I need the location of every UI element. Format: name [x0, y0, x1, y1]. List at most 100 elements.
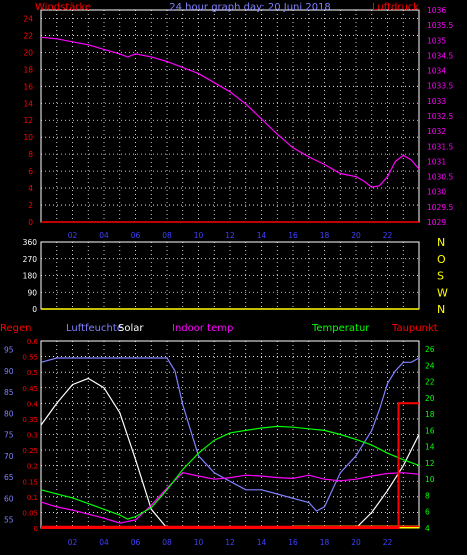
x-tick-label: 20	[351, 538, 361, 547]
humidity-tick-label: 90	[4, 367, 14, 376]
x-tick-label: 12	[225, 231, 235, 240]
pressure-tick-label: 1035.5	[427, 21, 453, 30]
pressure-tick-label: 1031	[427, 157, 446, 166]
pressure-tick-label: 1029	[427, 218, 446, 227]
pressure-tick-label: 1032.5	[427, 112, 453, 121]
pressure-tick-label: 1029.5	[427, 203, 453, 212]
legend-entry: Regen	[0, 323, 32, 334]
x-tick-label: 10	[194, 231, 204, 240]
x-tick-label: 04	[99, 231, 109, 240]
x-tick-label: 18	[320, 538, 330, 547]
x-tick-label: 14	[257, 538, 267, 547]
compass-label: N	[437, 236, 445, 249]
wind-tick-label: 22	[23, 31, 33, 40]
rain-tick-label: 0.55	[22, 354, 38, 362]
temp-tick-label: 8	[425, 491, 430, 500]
direction-tick-label: 270	[23, 255, 38, 264]
x-tick-label: 22	[383, 231, 393, 240]
temp-tick-label: 24	[425, 361, 435, 370]
pressure-tick-label: 1036	[427, 6, 446, 15]
humidity-tick-label: 80	[4, 409, 14, 418]
direction-tick-labels: 0 90 180 270 360	[23, 238, 38, 314]
compass-label: W	[437, 286, 448, 299]
temp-tick-label: 22	[425, 378, 435, 387]
rain-tick-label: 0.1	[27, 494, 38, 502]
rain-tick-label: 0.25	[22, 447, 38, 455]
humidity-series-line	[40, 357, 420, 512]
pressure-series-line	[40, 36, 420, 188]
pressure-tick-label: 1034.5	[427, 51, 453, 60]
rain-tick-label: 0.05	[22, 509, 38, 517]
legend-entry: Taupunkt	[391, 323, 438, 334]
temp-tick-label: 18	[425, 410, 435, 419]
pressure-grid	[41, 10, 419, 222]
humidity-tick-label: 55	[4, 516, 14, 525]
wind-tick-label: 18	[23, 65, 33, 74]
direction-tick-label: 90	[27, 288, 37, 297]
pressure-series	[40, 36, 420, 223]
rain-series-line	[41, 402, 419, 529]
legend-entry: Solar	[118, 323, 144, 334]
pressure-tick-label: 1035	[427, 36, 446, 45]
x-tick-label: 12	[225, 538, 235, 547]
humidity-tick-label: 60	[4, 494, 14, 503]
wind-tick-label: 10	[23, 133, 33, 142]
pressure-tick-label: 1030.5	[427, 173, 453, 182]
temp-tick-label: 14	[425, 443, 435, 452]
wind-tick-label: 8	[28, 150, 33, 159]
rain-tick-label: 0.5	[27, 369, 38, 377]
x-tick-label: 02	[68, 231, 78, 240]
wind-tick-label: 12	[23, 116, 33, 125]
wind-tick-label: 16	[23, 82, 33, 91]
pressure-tick-labels: 1029 1029.5 1030 1030.5 1031 1031.5 1032 1032.5…	[427, 6, 453, 227]
x-tick-label: 18	[320, 231, 330, 240]
x-tick-label: 22	[383, 538, 393, 547]
compass-label: N	[437, 303, 445, 316]
pressure-tick-label: 1034	[427, 67, 446, 76]
pressure-panel: 24 hour graph day: 20 Juni 2018 Windstär…	[23, 2, 453, 227]
rain-tick-label: 0.6	[27, 338, 39, 346]
wind-axis-label: Windstärke	[35, 2, 91, 13]
compass-label: S	[437, 270, 444, 283]
compass-label: O	[437, 253, 446, 266]
legend-entry: Luftfeuchte	[66, 323, 123, 334]
direction-tick-label: 180	[23, 272, 38, 281]
legend-entry: Indoor temp	[172, 323, 233, 334]
x-tick-label: 02	[68, 538, 78, 547]
humidity-tick-label: 65	[4, 473, 14, 482]
pressure-tick-label: 1031.5	[427, 142, 453, 151]
x-tick-label: 16	[288, 538, 298, 547]
wind-tick-label: 20	[23, 48, 33, 57]
temp-tick-label: 12	[425, 459, 435, 468]
legend-entry: Temperatur	[311, 323, 370, 334]
pressure-axis-label: Luftdruck	[372, 2, 419, 13]
direction-tick-label: 360	[23, 238, 38, 247]
temp-tick-label: 6	[425, 508, 430, 517]
pressure-tick-label: 1033.5	[427, 82, 453, 91]
temp-tick-label: 20	[425, 394, 435, 403]
rain-tick-label: 0.3	[27, 432, 38, 440]
x-tick-labels-bottom: 02 04 06 08 10 12 14 16 18 20 22	[68, 538, 393, 547]
rain-tick-label: 0.15	[22, 478, 38, 486]
x-tick-label: 08	[162, 231, 172, 240]
humidity-tick-label: 95	[4, 346, 14, 355]
temp-tick-label: 10	[425, 475, 435, 484]
humidity-tick-label: 70	[4, 452, 14, 461]
humidity-tick-label: 85	[4, 388, 14, 397]
pressure-tick-label: 1030	[427, 188, 446, 197]
temp-tick-labels: 4 6 8 10 12 14 16 18 20 22 24 26	[425, 345, 435, 533]
x-tick-label: 20	[351, 231, 361, 240]
wind-tick-label: 4	[28, 184, 33, 193]
direction-tick-label: 0	[32, 305, 37, 314]
indoor-temp-series-line	[40, 472, 420, 524]
chart-title: 24 hour graph day: 20 Juni 2018	[169, 2, 331, 13]
wind-tick-label: 14	[23, 99, 33, 108]
x-tick-label: 04	[99, 538, 109, 547]
climate-series	[40, 357, 420, 529]
